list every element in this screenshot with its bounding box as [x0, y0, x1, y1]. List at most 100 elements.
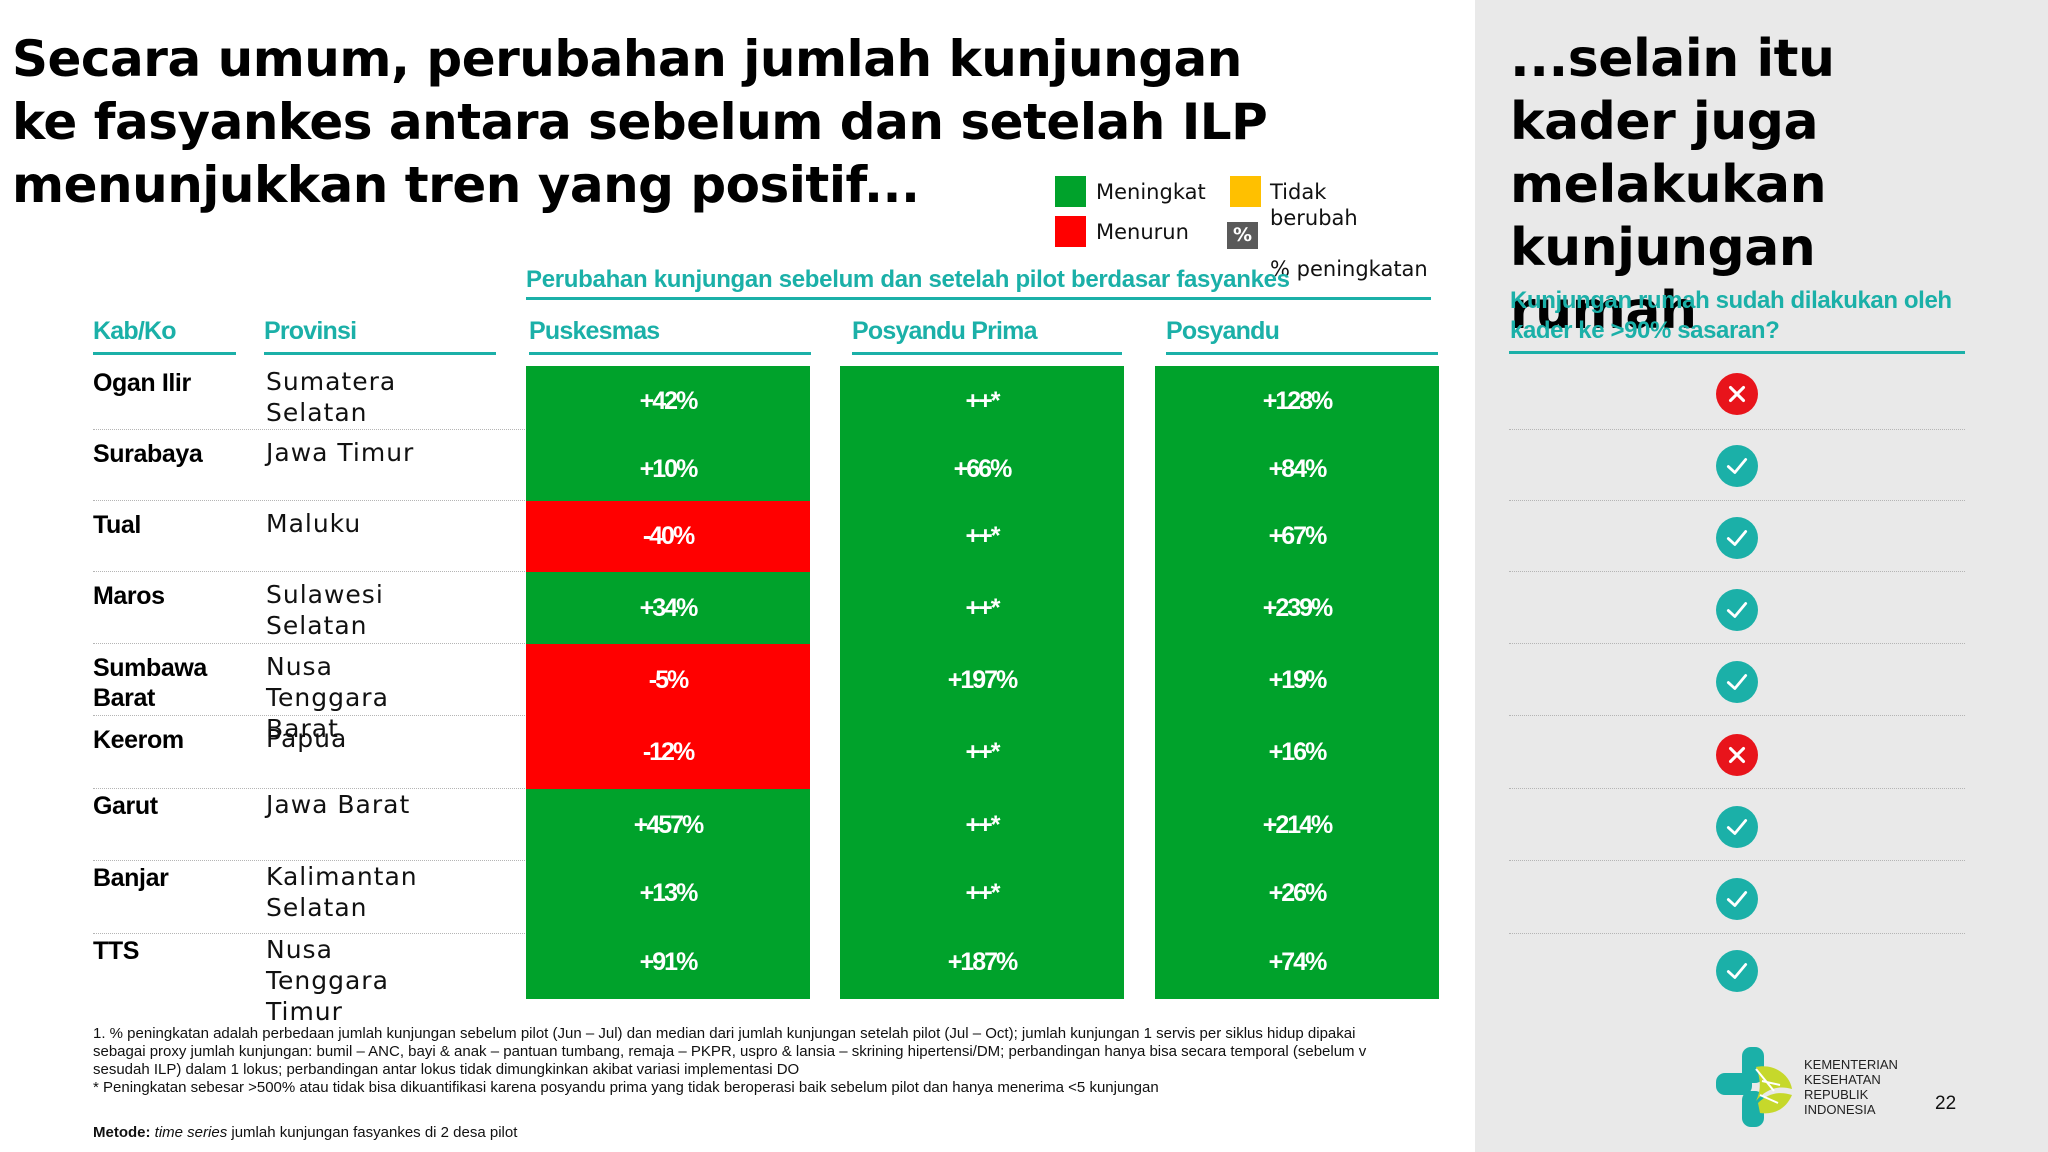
column-header-provinsi: Provinsi — [264, 315, 496, 355]
cross-icon — [1716, 734, 1758, 776]
provinsi-name: Sulawesi Selatan — [266, 580, 384, 640]
provinsi-name: Papua — [266, 724, 348, 753]
legend-percent-label: % peningkatan — [1270, 257, 1428, 281]
row-divider — [1509, 429, 1965, 430]
puskesmas-change-cell: +10% — [526, 437, 810, 501]
posyandu-change-cell: +214% — [1155, 789, 1439, 861]
provinsi-name: Nusa Tenggara Barat — [266, 652, 389, 743]
row-divider — [1509, 500, 1965, 501]
page-title: Secara umum, perubahan jumlah kunjungan … — [12, 30, 1268, 214]
kab-name: Ogan Ilir — [93, 369, 191, 397]
row-divider — [1509, 933, 1965, 934]
posyandu-change-cell: +67% — [1155, 501, 1439, 572]
row-divider — [93, 715, 525, 716]
kab-name: Garut — [93, 792, 158, 820]
column-header-posyandu: Posyandu — [1166, 315, 1438, 355]
column-header-posyandu-prima: Posyandu Prima — [852, 315, 1122, 355]
check-icon — [1716, 806, 1758, 848]
method-label: Metode: — [93, 1124, 151, 1141]
provinsi-name: Jawa Barat — [266, 790, 411, 819]
posyandu-prima-change-cell: ++* — [840, 366, 1124, 437]
provinsi-name: Maluku — [266, 509, 362, 538]
right-panel — [1475, 0, 2048, 1152]
posyandu-prima-change-cell: ++* — [840, 501, 1124, 572]
logo-text-line: INDONESIA — [1804, 1102, 1876, 1117]
row-divider — [93, 500, 525, 501]
method-note: Metode: time series jumlah kunjungan fas… — [93, 1124, 517, 1141]
column-header-puskesmas: Puskesmas — [529, 315, 811, 355]
puskesmas-change-cell: +34% — [526, 572, 810, 644]
logo-text: KEMENTERIAN KESEHATAN REPUBLIK INDONESIA — [1804, 1057, 1898, 1117]
puskesmas-change-cell: +13% — [526, 861, 810, 926]
kemenkes-logo — [1716, 1047, 1792, 1127]
page-number: 22 — [1935, 1093, 1957, 1114]
kab-name: Surabaya — [93, 440, 203, 468]
row-divider — [1509, 788, 1965, 789]
row-divider — [1509, 860, 1965, 861]
legend-unchanged-label: Tidak berubah — [1270, 180, 1358, 230]
posyandu-prima-change-cell: ++* — [840, 861, 1124, 926]
provinsi-name: Sumatera Selatan — [266, 367, 397, 427]
puskesmas-change-cell: +457% — [526, 789, 810, 861]
puskesmas-change-cell: +91% — [526, 926, 810, 999]
legend-increase-label: Meningkat — [1096, 180, 1206, 204]
legend-increase-swatch — [1055, 176, 1086, 207]
row-divider — [93, 933, 525, 934]
posyandu-change-cell: +19% — [1155, 644, 1439, 716]
row-divider — [1509, 571, 1965, 572]
puskesmas-change-cell: -40% — [526, 501, 810, 572]
provinsi-name: Nusa Tenggara Timur — [266, 935, 389, 1026]
check-icon — [1716, 661, 1758, 703]
check-icon — [1716, 445, 1758, 487]
row-divider — [93, 643, 525, 644]
provinsi-name: Kalimantan Selatan — [266, 862, 418, 922]
provinsi-name: Jawa Timur — [266, 438, 415, 467]
cross-icon — [1716, 373, 1758, 415]
right-panel-title: ...selain itu kader juga melakukan kunju… — [1510, 29, 1835, 341]
posyandu-prima-change-cell: ++* — [840, 789, 1124, 861]
row-divider — [93, 429, 525, 430]
kab-name: Sumbawa Barat — [93, 654, 207, 712]
posyandu-prima-change-cell: +197% — [840, 644, 1124, 716]
puskesmas-change-cell: -5% — [526, 644, 810, 716]
legend: Meningkat Menurun Tidak berubah % % peni… — [1055, 176, 1475, 296]
right-panel-header-line — [1509, 351, 1965, 354]
check-icon — [1716, 589, 1758, 631]
section-header: Perubahan kunjungan sebelum dan setelah … — [526, 265, 1431, 300]
kab-name: Keerom — [93, 726, 184, 754]
row-divider — [93, 788, 525, 789]
legend-unchanged-swatch — [1230, 176, 1261, 207]
kab-name: Banjar — [93, 864, 169, 892]
logo-text-line: KESEHATAN — [1804, 1072, 1881, 1087]
check-icon — [1716, 878, 1758, 920]
puskesmas-change-cell: +42% — [526, 366, 810, 437]
check-icon — [1716, 517, 1758, 559]
column-header-kab: Kab/Ko — [93, 315, 236, 355]
row-divider — [93, 860, 525, 861]
method-text: jumlah kunjungan fasyankes di 2 desa pil… — [227, 1124, 518, 1141]
footnote-line-2: * Peningkatan sebesar >500% atau tidak b… — [93, 1079, 1159, 1096]
row-divider — [1509, 643, 1965, 644]
posyandu-prima-change-cell: ++* — [840, 572, 1124, 644]
posyandu-change-cell: +16% — [1155, 716, 1439, 789]
kab-name: Tual — [93, 511, 141, 539]
legend-decrease-label: Menurun — [1096, 220, 1189, 244]
kab-name: TTS — [93, 937, 140, 965]
posyandu-change-cell: +26% — [1155, 861, 1439, 926]
check-icon — [1716, 950, 1758, 992]
method-italic: time series — [154, 1124, 228, 1141]
row-divider — [93, 571, 525, 572]
logo-text-line: KEMENTERIAN — [1804, 1057, 1898, 1072]
posyandu-change-cell: +239% — [1155, 572, 1439, 644]
right-panel-subtitle: Kunjungan rumah sudah dilakukan oleh kad… — [1510, 287, 1952, 344]
kab-name: Maros — [93, 582, 165, 610]
row-divider — [1509, 715, 1965, 716]
footnote-line-1: 1. % peningkatan adalah perbedaan jumlah… — [93, 1025, 1367, 1078]
legend-decrease-swatch — [1055, 216, 1086, 247]
posyandu-change-cell: +84% — [1155, 437, 1439, 501]
posyandu-change-cell: +128% — [1155, 366, 1439, 437]
footnote: 1. % peningkatan adalah perbedaan jumlah… — [93, 1025, 1393, 1097]
posyandu-prima-change-cell: +187% — [840, 926, 1124, 999]
legend-percent-swatch: % — [1227, 222, 1258, 249]
posyandu-prima-change-cell: +66% — [840, 437, 1124, 501]
